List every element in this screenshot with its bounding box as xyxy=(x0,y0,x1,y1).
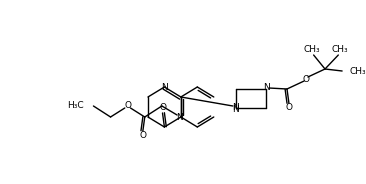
Text: O: O xyxy=(303,75,310,84)
Text: CH₃: CH₃ xyxy=(350,66,366,75)
Text: O: O xyxy=(124,102,131,111)
Text: H₃C: H₃C xyxy=(67,102,84,111)
Text: CH₃: CH₃ xyxy=(303,45,320,54)
Text: N: N xyxy=(263,84,269,93)
Text: N: N xyxy=(176,112,183,121)
Text: O: O xyxy=(139,132,146,141)
Text: N: N xyxy=(232,105,239,114)
Text: O: O xyxy=(285,103,292,112)
Text: N: N xyxy=(232,102,239,112)
Text: O: O xyxy=(159,103,166,112)
Text: CH₃: CH₃ xyxy=(332,45,348,54)
Text: N: N xyxy=(161,84,168,93)
